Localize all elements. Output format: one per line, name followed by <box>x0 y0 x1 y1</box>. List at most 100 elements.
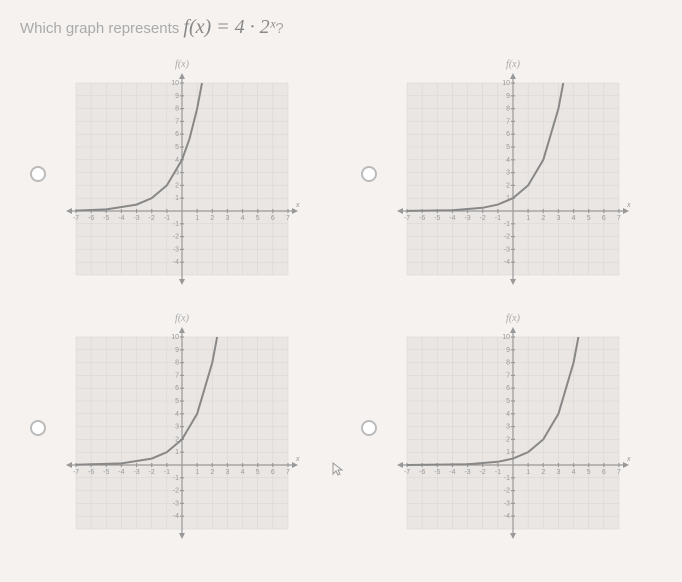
svg-text:6: 6 <box>506 131 510 138</box>
svg-text:7: 7 <box>506 118 510 125</box>
svg-text:1: 1 <box>526 215 530 222</box>
svg-text:-3: -3 <box>464 469 470 476</box>
svg-text:6: 6 <box>175 131 179 138</box>
svg-text:-5: -5 <box>103 215 109 222</box>
svg-text:7: 7 <box>175 118 179 125</box>
svg-text:-3: -3 <box>173 500 179 507</box>
svg-text:9: 9 <box>175 347 179 354</box>
svg-text:-3: -3 <box>504 246 510 253</box>
svg-text:3: 3 <box>175 424 179 431</box>
svg-text:4: 4 <box>506 157 510 164</box>
graph-a-ylabel: f(x) <box>175 59 189 70</box>
svg-text:-1: -1 <box>504 221 510 228</box>
svg-text:3: 3 <box>225 469 229 476</box>
svg-text:-2: -2 <box>480 215 486 222</box>
graph-b-wrap: f(x) -4-3-2-112345678910-7-6-5-4-3-2-112… <box>393 59 633 289</box>
radio-a[interactable] <box>30 166 46 182</box>
svg-text:1: 1 <box>175 449 179 456</box>
svg-text:2: 2 <box>210 215 214 222</box>
graph-c: -4-3-2-112345678910-7-6-5-4-3-2-11234567… <box>62 323 302 543</box>
radio-b[interactable] <box>361 166 377 182</box>
svg-text:-2: -2 <box>149 469 155 476</box>
svg-text:8: 8 <box>506 106 510 113</box>
radio-d[interactable] <box>361 420 377 436</box>
svg-text:-3: -3 <box>464 215 470 222</box>
svg-text:-4: -4 <box>173 513 179 520</box>
svg-text:7: 7 <box>286 469 290 476</box>
svg-text:x: x <box>626 456 631 463</box>
svg-text:1: 1 <box>175 195 179 202</box>
option-c[interactable]: f(x) -4-3-2-112345678910-7-6-5-4-3-2-112… <box>30 313 321 543</box>
option-a[interactable]: f(x) -4-3-2-112345678910-7-6-5-4-3-2-112… <box>30 59 321 289</box>
svg-text:-5: -5 <box>434 215 440 222</box>
graph-a: -4-3-2-112345678910-7-6-5-4-3-2-11234567… <box>62 69 302 289</box>
svg-text:-7: -7 <box>404 469 410 476</box>
svg-text:-4: -4 <box>449 469 455 476</box>
svg-text:4: 4 <box>241 469 245 476</box>
svg-text:1: 1 <box>195 215 199 222</box>
svg-text:6: 6 <box>506 385 510 392</box>
svg-text:9: 9 <box>175 93 179 100</box>
svg-text:-1: -1 <box>495 215 501 222</box>
svg-text:5: 5 <box>506 398 510 405</box>
graph-b: -4-3-2-112345678910-7-6-5-4-3-2-11234567… <box>393 69 633 289</box>
radio-c[interactable] <box>30 420 46 436</box>
svg-text:-1: -1 <box>504 475 510 482</box>
svg-text:-2: -2 <box>480 469 486 476</box>
svg-text:-6: -6 <box>419 469 425 476</box>
svg-text:4: 4 <box>241 215 245 222</box>
svg-text:-4: -4 <box>118 469 124 476</box>
graph-c-ylabel: f(x) <box>175 313 189 324</box>
svg-text:5: 5 <box>175 144 179 151</box>
svg-text:-3: -3 <box>173 246 179 253</box>
option-b[interactable]: f(x) -4-3-2-112345678910-7-6-5-4-3-2-112… <box>361 59 652 289</box>
svg-text:7: 7 <box>175 372 179 379</box>
graph-c-wrap: f(x) -4-3-2-112345678910-7-6-5-4-3-2-112… <box>62 313 302 543</box>
svg-text:1: 1 <box>526 469 530 476</box>
svg-text:5: 5 <box>175 398 179 405</box>
svg-text:-7: -7 <box>73 469 79 476</box>
svg-text:-2: -2 <box>149 215 155 222</box>
svg-text:-4: -4 <box>173 259 179 266</box>
svg-text:-4: -4 <box>504 259 510 266</box>
svg-text:-1: -1 <box>164 215 170 222</box>
question-text: Which graph represents f(x) = 4 · 2ˣ? <box>20 16 662 39</box>
svg-text:-1: -1 <box>495 469 501 476</box>
svg-text:-1: -1 <box>173 475 179 482</box>
svg-text:5: 5 <box>506 144 510 151</box>
graph-d: -4-3-2-112345678910-7-6-5-4-3-2-11234567… <box>393 323 633 543</box>
svg-text:1: 1 <box>195 469 199 476</box>
svg-text:7: 7 <box>286 215 290 222</box>
svg-text:-5: -5 <box>103 469 109 476</box>
svg-text:9: 9 <box>506 347 510 354</box>
svg-text:-3: -3 <box>133 469 139 476</box>
svg-text:-4: -4 <box>449 215 455 222</box>
svg-text:5: 5 <box>256 469 260 476</box>
svg-text:10: 10 <box>171 334 179 341</box>
cursor-icon <box>330 461 346 482</box>
svg-text:-2: -2 <box>504 488 510 495</box>
svg-text:x: x <box>295 456 300 463</box>
svg-text:2: 2 <box>541 469 545 476</box>
svg-text:-7: -7 <box>73 215 79 222</box>
svg-text:4: 4 <box>175 411 179 418</box>
svg-text:9: 9 <box>506 93 510 100</box>
svg-text:-1: -1 <box>173 221 179 228</box>
svg-text:8: 8 <box>506 360 510 367</box>
svg-text:-4: -4 <box>118 215 124 222</box>
svg-text:10: 10 <box>502 334 510 341</box>
svg-text:3: 3 <box>225 215 229 222</box>
svg-text:-2: -2 <box>173 488 179 495</box>
svg-text:7: 7 <box>617 469 621 476</box>
svg-text:5: 5 <box>256 215 260 222</box>
svg-text:5: 5 <box>587 215 591 222</box>
option-d[interactable]: f(x) -4-3-2-112345678910-7-6-5-4-3-2-112… <box>361 313 652 543</box>
svg-text:7: 7 <box>506 372 510 379</box>
graph-d-wrap: f(x) -4-3-2-112345678910-7-6-5-4-3-2-112… <box>393 313 633 543</box>
svg-text:2: 2 <box>541 215 545 222</box>
svg-text:-1: -1 <box>164 469 170 476</box>
svg-text:4: 4 <box>572 469 576 476</box>
svg-text:6: 6 <box>602 215 606 222</box>
svg-text:-6: -6 <box>88 469 94 476</box>
svg-text:-3: -3 <box>504 500 510 507</box>
